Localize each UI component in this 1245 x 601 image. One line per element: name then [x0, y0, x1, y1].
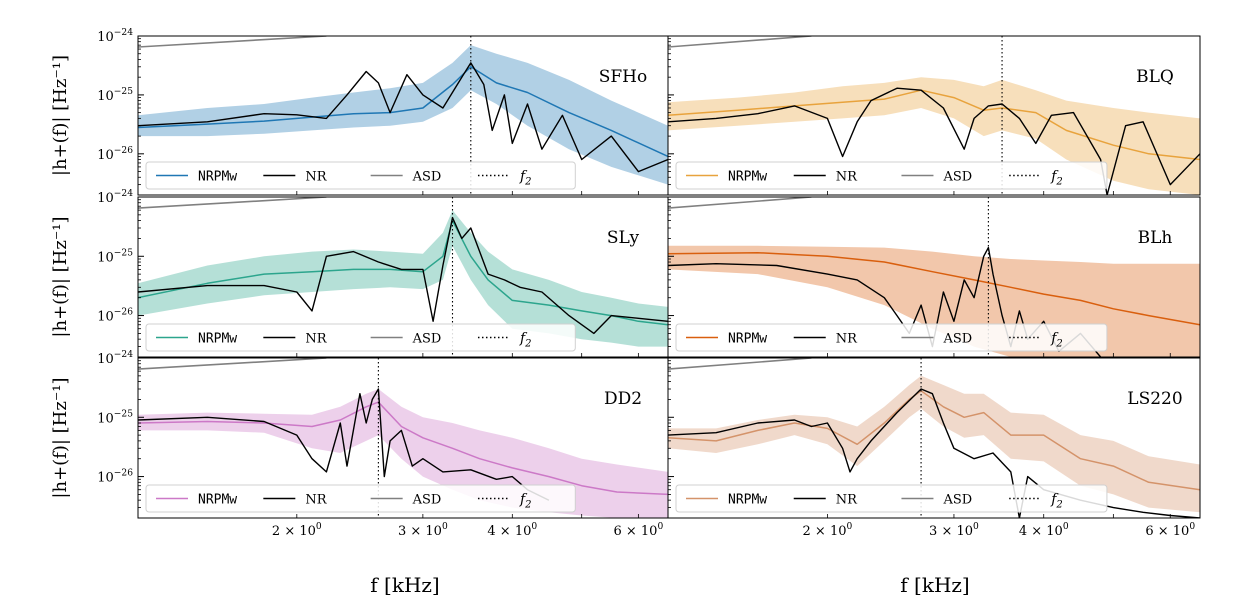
y-tick-label: 10−26 — [97, 308, 133, 325]
y-tick-label: 10−24 — [97, 28, 133, 45]
series-line-nr — [138, 216, 668, 335]
y-axis-label: |h+(f)| [Hz⁻¹] — [50, 216, 71, 337]
eos-label: SLy — [607, 228, 640, 248]
legend: NRPMw NR ASD f2 — [675, 161, 1108, 190]
uncertainty-band — [668, 77, 1200, 195]
series-line-nr — [138, 388, 550, 501]
series-line-nrpmw — [668, 251, 1200, 326]
legend-label-f2: f2 — [1050, 169, 1063, 188]
legend-label-asd: ASD — [942, 170, 972, 185]
legend-label-f2: f2 — [1050, 331, 1063, 350]
x-tick-label: 2 × 100 — [803, 522, 853, 539]
uncertainty-band — [138, 210, 668, 347]
y-tick-label: 10−25 — [97, 248, 133, 265]
legend-label-asd: ASD — [942, 493, 972, 508]
x-tick-label: 6 × 100 — [1145, 522, 1195, 539]
eos-label: BLQ — [1136, 67, 1174, 87]
asd-line — [668, 197, 812, 209]
legend-label-nr: NR — [836, 170, 858, 185]
asd-line — [138, 36, 327, 48]
legend-label-model: NRPMw — [728, 332, 767, 347]
plot-area — [138, 197, 668, 357]
eos-label: BLh — [1138, 228, 1173, 248]
legend: NRPMw NR ASD f2 — [675, 484, 1108, 513]
series-line-nrpmw — [668, 390, 1200, 491]
x-axis-label-right: f [kHz] — [900, 573, 969, 597]
y-tick-label: 10−26 — [97, 146, 133, 163]
panel-blq: BLQ NRPMw NR ASD f2 — [667, 35, 1201, 196]
legend-label-model: NRPMw — [198, 332, 237, 347]
y-tick-label: 10−24 — [97, 350, 133, 367]
axes-frame — [667, 357, 1201, 519]
legend: NRPMw NR ASD f2 — [145, 323, 576, 352]
panel-dd2: 10−24 10−25 10−26 |h+(f)| [Hz⁻¹] 2 × 100 3 × … — [50, 350, 669, 539]
legend-label-model: NRPMw — [198, 493, 237, 508]
series-line-nr — [668, 87, 1200, 195]
legend-label-asd: ASD — [412, 332, 442, 347]
legend-label-f2: f2 — [519, 169, 532, 188]
uncertainty-band — [668, 375, 1200, 513]
eos-label: SFHo — [599, 67, 648, 87]
eos-label: LS220 — [1127, 389, 1182, 409]
legend-label-model: NRPMw — [728, 170, 767, 185]
x-tick-label: 3 × 100 — [929, 522, 979, 539]
y-tick-label: 10−25 — [97, 87, 133, 104]
legend-label-asd: ASD — [942, 332, 972, 347]
x-tick-label: 4 × 100 — [1019, 522, 1069, 539]
panel-sly: 10−24 10−25 10−26 |h+(f)| [Hz⁻¹] SLy NRPMw NR A… — [50, 189, 669, 358]
legend-label-asd: ASD — [412, 493, 442, 508]
series-line-nrpmw — [138, 401, 668, 496]
asd-line — [138, 358, 327, 370]
y-tick-label: 10−26 — [97, 469, 133, 486]
legend-label-nr: NR — [836, 493, 858, 508]
legend-label-f2: f2 — [519, 492, 532, 511]
legend-label-model: NRPMw — [198, 170, 237, 185]
x-tick-label: 3 × 100 — [398, 522, 448, 539]
axes-frame — [667, 35, 1201, 196]
panel-blh: BLh NRPMw NR ASD f2 — [667, 196, 1201, 358]
y-axis-label: |h+(f)| [Hz⁻¹] — [50, 55, 71, 176]
legend: NRPMw NR ASD f2 — [145, 161, 576, 190]
legend-label-model: NRPMw — [728, 493, 767, 508]
legend-label-nr: NR — [305, 493, 327, 508]
asd-line — [138, 197, 327, 209]
y-axis-label: |h+(f)| [Hz⁻¹] — [50, 377, 71, 498]
x-tick-label: 2 × 100 — [272, 522, 322, 539]
x-axis-label-left: f [kHz] — [370, 573, 439, 597]
legend: NRPMw NR ASD f2 — [675, 323, 1108, 352]
axes-frame — [667, 196, 1201, 358]
x-tick-label: 6 × 100 — [613, 522, 663, 539]
eos-label: DD2 — [604, 389, 642, 409]
legend-label-f2: f2 — [519, 331, 532, 350]
legend-label-nr: NR — [305, 332, 327, 347]
uncertainty-band — [138, 45, 668, 185]
asd-line — [668, 36, 812, 48]
y-tick-label: 10−25 — [97, 409, 133, 426]
legend-label-f2: f2 — [1050, 492, 1063, 511]
legend-label-nr: NR — [305, 170, 327, 185]
series-line-nr — [138, 62, 668, 173]
series-line-nrpmw — [668, 89, 1200, 161]
y-tick-label: 10−24 — [97, 189, 133, 206]
asd-line — [668, 358, 812, 370]
x-tick-label: 4 × 100 — [487, 522, 537, 539]
series-line-nrpmw — [138, 66, 668, 158]
legend: NRPMw NR ASD f2 — [145, 484, 576, 513]
legend-label-nr: NR — [836, 332, 858, 347]
legend-label-asd: ASD — [412, 170, 442, 185]
